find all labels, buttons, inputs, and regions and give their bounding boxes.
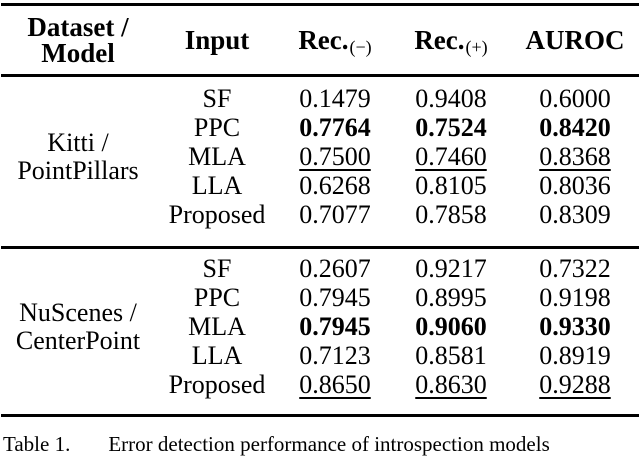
section-divider-rule bbox=[1, 246, 639, 249]
value-cell: 0.9408 bbox=[415, 84, 487, 113]
header-input: Input bbox=[184, 24, 250, 55]
value-cell-second-best: 0.7460 bbox=[415, 142, 487, 171]
header-rec-neg-subscript: (−) bbox=[349, 36, 372, 57]
value-cell-best: 0.8420 bbox=[539, 113, 611, 142]
value-cell-best: 0.9060 bbox=[415, 312, 487, 341]
value-cell-second-best: 0.8630 bbox=[415, 370, 487, 399]
value-cell: 0.7945 bbox=[299, 283, 371, 312]
input-cell: PPC bbox=[193, 283, 241, 312]
group-label-nuscenes-centerpoint: NuScenes / CenterPoint bbox=[0, 255, 156, 400]
input-cell: PPC bbox=[193, 113, 241, 142]
input-cell: Proposed bbox=[168, 370, 266, 399]
header-rec-neg: Rec. (−) bbox=[278, 24, 392, 57]
value-cell: 0.9198 bbox=[539, 283, 611, 312]
table-caption: Table 1. Error detection performance of i… bbox=[3, 434, 640, 455]
section-kitti-pointpillars: Kitti / PointPillars SF 0.1479 0.9408 0.… bbox=[0, 77, 640, 246]
value-cell: 0.7123 bbox=[299, 341, 371, 370]
value-cell: 0.7322 bbox=[539, 254, 611, 283]
group-label-kitti-pointpillars: Kitti / PointPillars bbox=[0, 85, 156, 230]
value-cell: 0.7077 bbox=[299, 200, 371, 229]
header-bottom-rule bbox=[1, 74, 639, 77]
table-header-row: Dataset / Model Input Rec. (−) Rec. (+) AU… bbox=[0, 6, 640, 74]
value-cell: 0.8309 bbox=[539, 200, 611, 229]
value-cell: 0.8995 bbox=[415, 283, 487, 312]
header-rec-pos-subscript: (+) bbox=[465, 36, 488, 57]
group-label-line2: PointPillars bbox=[17, 156, 139, 185]
value-cell-best: 0.7524 bbox=[415, 113, 487, 142]
value-cell: 0.8036 bbox=[539, 171, 611, 200]
value-cell: 0.7858 bbox=[415, 200, 487, 229]
group-label-line1: Kitti / bbox=[47, 128, 109, 157]
value-cell-second-best: 0.7500 bbox=[299, 142, 371, 171]
value-cell: 0.8581 bbox=[415, 341, 487, 370]
value-cell: 0.8105 bbox=[415, 171, 487, 200]
value-cell-second-best: 0.8368 bbox=[539, 142, 611, 171]
table-caption-label: Table 1. bbox=[3, 432, 71, 456]
value-cell: 0.2607 bbox=[299, 254, 371, 283]
value-cell: 0.1479 bbox=[299, 84, 371, 113]
header-rec-pos-label: Rec. bbox=[414, 24, 465, 55]
header-auroc: AUROC bbox=[525, 24, 625, 55]
header-dataset-model: Dataset / Model bbox=[0, 12, 156, 68]
table-bottom-rule bbox=[1, 414, 639, 417]
input-cell: LLA bbox=[191, 171, 243, 200]
value-cell-second-best: 0.9288 bbox=[539, 370, 611, 399]
section-nuscenes-centerpoint: NuScenes / CenterPoint SF 0.2607 0.9217 … bbox=[0, 249, 640, 414]
value-cell-best: 0.9330 bbox=[539, 312, 611, 341]
header-dataset-line2: Model bbox=[41, 38, 115, 68]
input-cell: LLA bbox=[191, 341, 243, 370]
value-cell: 0.6000 bbox=[539, 84, 611, 113]
value-cell: 0.6268 bbox=[299, 171, 371, 200]
value-cell: 0.8919 bbox=[539, 341, 611, 370]
input-cell: SF bbox=[202, 84, 232, 113]
input-cell: Proposed bbox=[168, 200, 266, 229]
value-cell-best: 0.7945 bbox=[299, 312, 371, 341]
group-label-line1: NuScenes / bbox=[19, 298, 137, 327]
value-cell-best: 0.7764 bbox=[299, 113, 371, 142]
value-cell-second-best: 0.8650 bbox=[299, 370, 371, 399]
header-rec-pos: Rec. (+) bbox=[392, 24, 510, 57]
table-caption-text: Error detection performance of introspec… bbox=[108, 432, 550, 456]
value-cell: 0.9217 bbox=[415, 254, 487, 283]
header-dataset-line1: Dataset / bbox=[27, 12, 129, 42]
table-top-rule bbox=[1, 3, 639, 6]
header-rec-neg-label: Rec. bbox=[298, 24, 349, 55]
input-cell: MLA bbox=[188, 142, 246, 171]
group-label-line2: CenterPoint bbox=[15, 326, 141, 355]
input-cell: MLA bbox=[188, 312, 246, 341]
input-cell: SF bbox=[202, 254, 232, 283]
